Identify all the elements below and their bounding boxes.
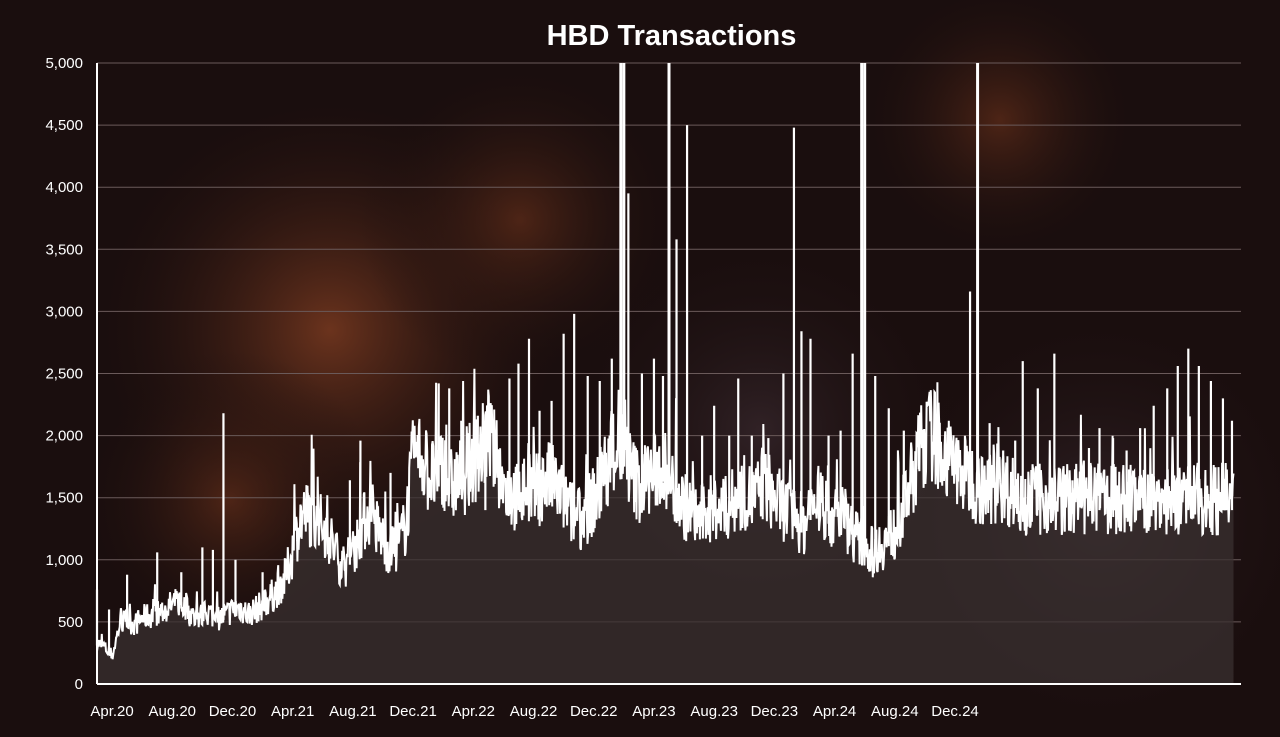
y-tick-label: 0 bbox=[75, 676, 83, 693]
x-tick-label: Apr.23 bbox=[632, 703, 675, 720]
x-tick-label: Apr.20 bbox=[90, 703, 133, 720]
y-tick-label: 5,000 bbox=[45, 55, 83, 72]
y-tick-label: 2,000 bbox=[45, 428, 83, 445]
chart-title: HBD Transactions bbox=[546, 20, 797, 52]
y-tick-label: 1,500 bbox=[45, 490, 83, 507]
y-tick-label: 3,000 bbox=[45, 303, 83, 320]
x-tick-label: Dec.22 bbox=[570, 703, 618, 720]
y-tick-label: 500 bbox=[58, 614, 83, 631]
series-area bbox=[97, 368, 1234, 684]
y-tick-label: 4,500 bbox=[45, 117, 83, 134]
x-tick-label: Apr.24 bbox=[813, 703, 856, 720]
x-tick-label: Apr.22 bbox=[452, 703, 495, 720]
x-tick-label: Aug.23 bbox=[690, 703, 738, 720]
x-axis-labels: Apr.20 Aug.20 Dec.20 Apr.21 Aug.21 Dec.21 Apr.… bbox=[90, 703, 978, 720]
y-tick-label: 3,500 bbox=[45, 241, 83, 258]
x-tick-label: Aug.22 bbox=[510, 703, 558, 720]
x-tick-label: Dec.20 bbox=[209, 703, 257, 720]
series-line bbox=[96, 368, 1235, 660]
y-tick-label: 2,500 bbox=[45, 366, 83, 383]
y-tick-label: 4,000 bbox=[45, 179, 83, 196]
x-tick-label: Dec.23 bbox=[751, 703, 799, 720]
x-tick-label: Dec.24 bbox=[931, 703, 979, 720]
x-tick-label: Aug.24 bbox=[871, 703, 919, 720]
x-tick-label: Aug.21 bbox=[329, 703, 377, 720]
y-axis-labels: 0 500 1,000 1,500 2,000 2,500 3,000 3,500 4,000 4… bbox=[45, 55, 83, 693]
x-tick-label: Aug.20 bbox=[148, 703, 196, 720]
x-tick-label: Dec.21 bbox=[389, 703, 437, 720]
x-tick-label: Apr.21 bbox=[271, 703, 314, 720]
y-tick-label: 1,000 bbox=[45, 552, 83, 569]
